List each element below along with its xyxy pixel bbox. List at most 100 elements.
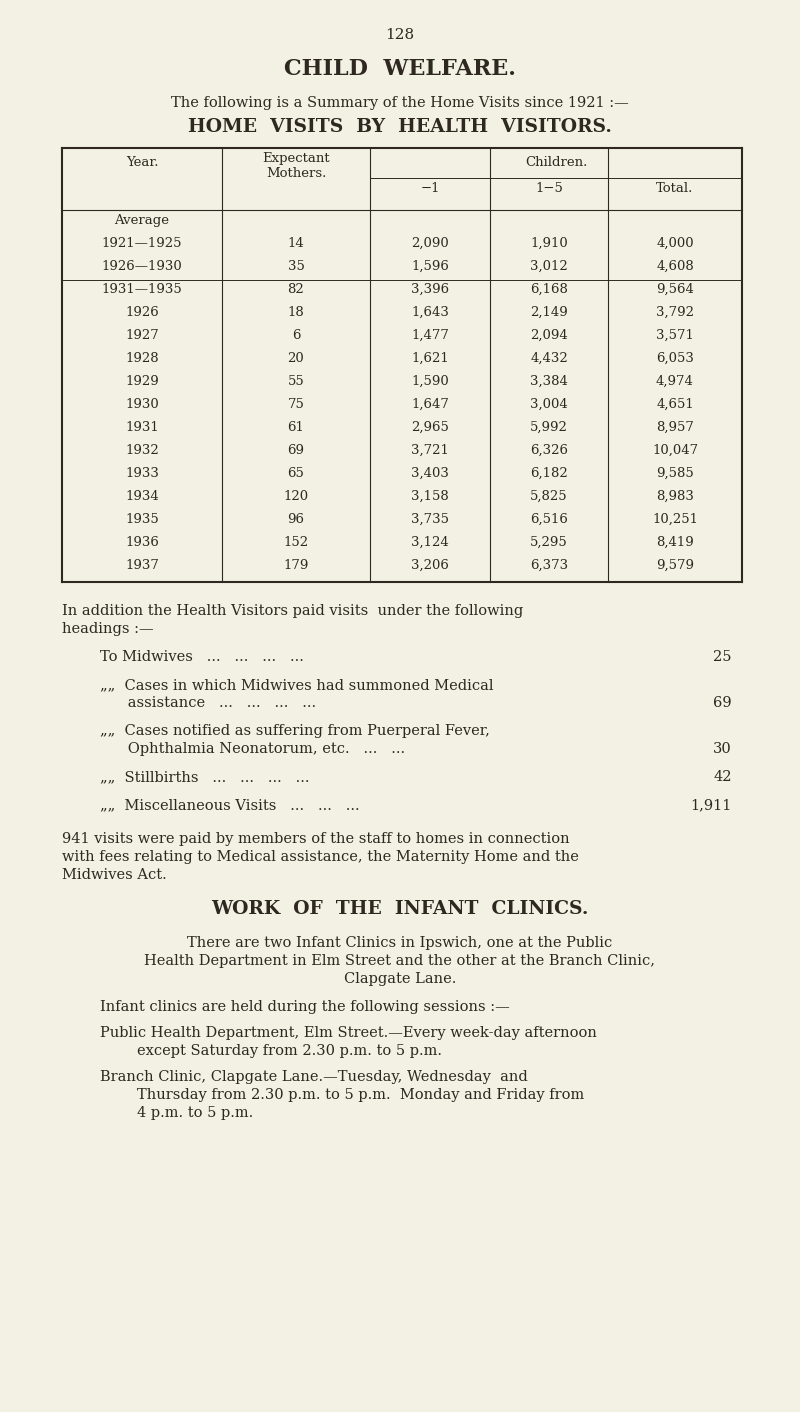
Text: 3,206: 3,206 (411, 559, 449, 572)
Text: 1935: 1935 (125, 513, 159, 527)
Text: with fees relating to Medical assistance, the Maternity Home and the: with fees relating to Medical assistance… (62, 850, 579, 864)
Text: 1,621: 1,621 (411, 352, 449, 364)
Text: 4,000: 4,000 (656, 237, 694, 250)
Text: 4,608: 4,608 (656, 260, 694, 273)
Text: 2,149: 2,149 (530, 306, 568, 319)
Text: 1,643: 1,643 (411, 306, 449, 319)
Text: 18: 18 (288, 306, 304, 319)
Text: 69: 69 (287, 443, 305, 457)
Text: Children.: Children. (525, 155, 587, 169)
Text: 1,596: 1,596 (411, 260, 449, 273)
Text: 1930: 1930 (125, 398, 159, 411)
Text: 3,124: 3,124 (411, 537, 449, 549)
Text: 1932: 1932 (125, 443, 159, 457)
Text: 1933: 1933 (125, 467, 159, 480)
Text: 6: 6 (292, 329, 300, 342)
Text: 3,721: 3,721 (411, 443, 449, 457)
Text: 152: 152 (283, 537, 309, 549)
Text: assistance   ...   ...   ...   ...: assistance ... ... ... ... (100, 696, 316, 710)
Text: 65: 65 (287, 467, 305, 480)
Text: except Saturday from 2.30 p.m. to 5 p.m.: except Saturday from 2.30 p.m. to 5 p.m. (100, 1043, 442, 1058)
Text: 4,974: 4,974 (656, 376, 694, 388)
Text: 1936: 1936 (125, 537, 159, 549)
Text: 5,295: 5,295 (530, 537, 568, 549)
Text: 1937: 1937 (125, 559, 159, 572)
Text: 9,579: 9,579 (656, 559, 694, 572)
Text: 5,992: 5,992 (530, 421, 568, 433)
Text: 42: 42 (714, 770, 732, 784)
Text: CHILD  WELFARE.: CHILD WELFARE. (284, 58, 516, 80)
Text: 30: 30 (714, 741, 732, 755)
Text: 3,384: 3,384 (530, 376, 568, 388)
Text: 3,158: 3,158 (411, 490, 449, 503)
Text: „„  Cases in which Midwives had summoned Medical: „„ Cases in which Midwives had summoned … (100, 678, 494, 692)
Text: 82: 82 (288, 282, 304, 297)
Text: „„  Stillbirths   ...   ...   ...   ...: „„ Stillbirths ... ... ... ... (100, 770, 310, 784)
Text: 14: 14 (288, 237, 304, 250)
Text: Thursday from 2.30 p.m. to 5 p.m.  Monday and Friday from: Thursday from 2.30 p.m. to 5 p.m. Monday… (100, 1089, 584, 1101)
Text: 1934: 1934 (125, 490, 159, 503)
Text: 9,585: 9,585 (656, 467, 694, 480)
Text: 1926: 1926 (125, 306, 159, 319)
Text: 75: 75 (287, 398, 305, 411)
Text: 8,419: 8,419 (656, 537, 694, 549)
Text: headings :—: headings :— (62, 623, 154, 635)
Text: 3,735: 3,735 (411, 513, 449, 527)
Text: 8,957: 8,957 (656, 421, 694, 433)
Text: 941 visits were paid by members of the staff to homes in connection: 941 visits were paid by members of the s… (62, 832, 570, 846)
Text: 1,910: 1,910 (530, 237, 568, 250)
Text: Health Department in Elm Street and the other at the Branch Clinic,: Health Department in Elm Street and the … (145, 955, 655, 969)
Text: 2,965: 2,965 (411, 421, 449, 433)
Text: 8,983: 8,983 (656, 490, 694, 503)
Text: „„  Miscellaneous Visits   ...   ...   ...: „„ Miscellaneous Visits ... ... ... (100, 798, 360, 812)
Text: 69: 69 (714, 696, 732, 710)
Text: Ophthalmia Neonatorum, etc.   ...   ...: Ophthalmia Neonatorum, etc. ... ... (100, 741, 405, 755)
Text: 1−5: 1−5 (535, 182, 563, 195)
Text: 4,432: 4,432 (530, 352, 568, 364)
Text: 4,651: 4,651 (656, 398, 694, 411)
Text: −1: −1 (420, 182, 440, 195)
Text: 35: 35 (287, 260, 305, 273)
Text: 6,326: 6,326 (530, 443, 568, 457)
Text: 1,590: 1,590 (411, 376, 449, 388)
Text: In addition the Health Visitors paid visits  under the following: In addition the Health Visitors paid vis… (62, 604, 523, 618)
Text: Average: Average (114, 215, 170, 227)
Text: There are two Infant Clinics in Ipswich, one at the Public: There are two Infant Clinics in Ipswich,… (187, 936, 613, 950)
Text: 6,182: 6,182 (530, 467, 568, 480)
Text: 10,251: 10,251 (652, 513, 698, 527)
Text: 3,004: 3,004 (530, 398, 568, 411)
Text: Year.: Year. (126, 155, 158, 169)
Text: To Midwives   ...   ...   ...   ...: To Midwives ... ... ... ... (100, 650, 304, 664)
Text: 25: 25 (714, 650, 732, 664)
Text: „„  Cases notified as suffering from Puerperal Fever,: „„ Cases notified as suffering from Puer… (100, 724, 490, 738)
Text: 1929: 1929 (125, 376, 159, 388)
Text: 61: 61 (287, 421, 305, 433)
Text: 1931—1935: 1931—1935 (102, 282, 182, 297)
Text: 1,647: 1,647 (411, 398, 449, 411)
Text: 3,396: 3,396 (411, 282, 449, 297)
Text: HOME  VISITS  BY  HEALTH  VISITORS.: HOME VISITS BY HEALTH VISITORS. (188, 119, 612, 136)
Text: 1931: 1931 (125, 421, 159, 433)
Text: Expectant
Mothers.: Expectant Mothers. (262, 152, 330, 179)
Text: 1921—1925: 1921—1925 (102, 237, 182, 250)
Text: Midwives Act.: Midwives Act. (62, 868, 166, 882)
Text: 1927: 1927 (125, 329, 159, 342)
Text: 5,825: 5,825 (530, 490, 568, 503)
Text: 3,571: 3,571 (656, 329, 694, 342)
Text: WORK  OF  THE  INFANT  CLINICS.: WORK OF THE INFANT CLINICS. (211, 899, 589, 918)
Text: 3,403: 3,403 (411, 467, 449, 480)
Text: Clapgate Lane.: Clapgate Lane. (344, 971, 456, 986)
Text: 1,911: 1,911 (690, 798, 732, 812)
Text: 2,094: 2,094 (530, 329, 568, 342)
Text: 6,053: 6,053 (656, 352, 694, 364)
Text: 179: 179 (283, 559, 309, 572)
Text: 96: 96 (287, 513, 305, 527)
Text: Infant clinics are held during the following sessions :—: Infant clinics are held during the follo… (100, 1000, 510, 1014)
Text: 6,373: 6,373 (530, 559, 568, 572)
Text: 1926—1930: 1926—1930 (102, 260, 182, 273)
Text: 1928: 1928 (125, 352, 159, 364)
Text: 3,792: 3,792 (656, 306, 694, 319)
Text: 20: 20 (288, 352, 304, 364)
Text: 4 p.m. to 5 p.m.: 4 p.m. to 5 p.m. (100, 1106, 254, 1120)
Text: Branch Clinic, Clapgate Lane.—Tuesday, Wednesday  and: Branch Clinic, Clapgate Lane.—Tuesday, W… (100, 1070, 528, 1084)
